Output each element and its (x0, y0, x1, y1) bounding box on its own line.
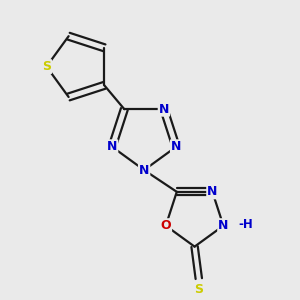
Text: S: S (42, 60, 51, 73)
Text: -H: -H (238, 218, 253, 230)
Text: S: S (194, 283, 203, 296)
Text: N: N (171, 140, 181, 153)
Text: O: O (160, 219, 171, 232)
Text: N: N (207, 185, 218, 198)
Text: N: N (218, 219, 229, 232)
Text: N: N (107, 140, 117, 153)
Text: N: N (139, 164, 149, 177)
Text: N: N (159, 103, 169, 116)
